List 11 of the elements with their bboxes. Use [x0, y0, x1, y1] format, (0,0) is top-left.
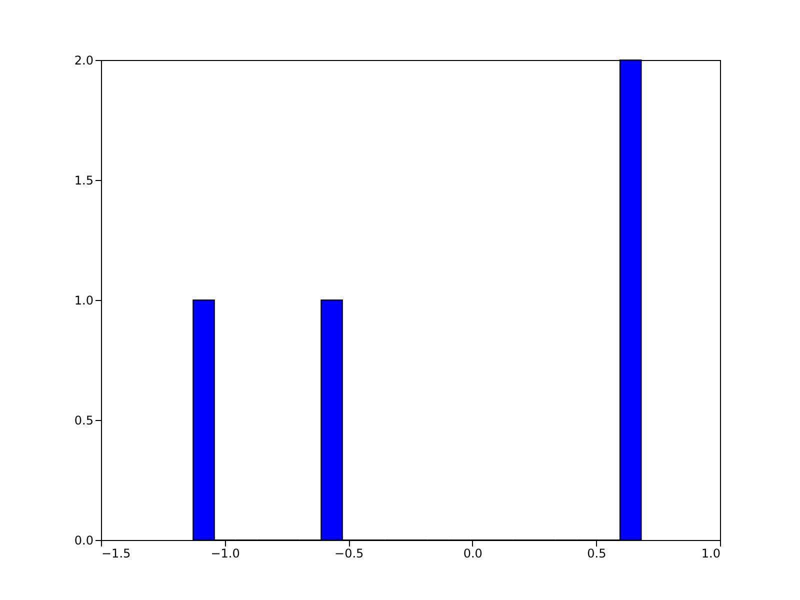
x-tick-label: 1.0 — [701, 546, 720, 560]
y-tick-label: 1.5 — [74, 174, 94, 188]
y-tick-label: 0.5 — [74, 414, 94, 428]
y-tick-label: 1.0 — [74, 294, 94, 308]
y-tick-label: 2.0 — [74, 54, 94, 68]
x-tick-label: 0.0 — [463, 546, 482, 560]
x-tick-label: −1.0 — [210, 546, 240, 560]
y-tick-label: 0.0 — [74, 534, 94, 548]
x-tick-label: −0.5 — [334, 546, 364, 560]
x-tick-label: −1.5 — [102, 546, 131, 560]
x-tick-label: 0.5 — [587, 546, 606, 560]
